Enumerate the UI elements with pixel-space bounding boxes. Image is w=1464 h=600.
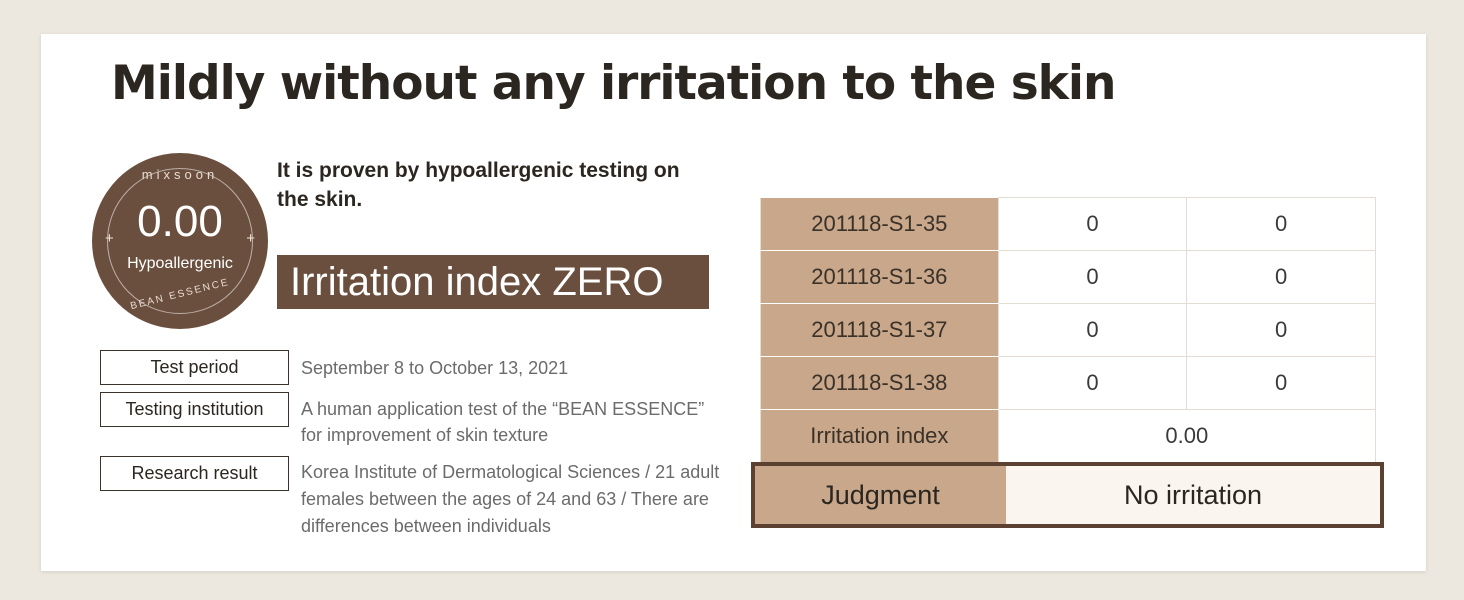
irritation-zero-banner: Irritation index ZERO [277,255,709,309]
table-row: 201118-S1-35 0 0 [760,197,1376,251]
result-cell: 0 [1186,197,1376,251]
result-cell: 0 [997,356,1188,410]
proven-text: It is proven by hypoallergenic testing o… [277,159,680,211]
sample-id: 201118-S1-37 [760,303,999,357]
result-cell: 0 [997,250,1188,304]
result-cell: 0 [997,197,1188,251]
info-label-testing-institution: Testing institution [100,392,289,427]
table-row: 201118-S1-37 0 0 [760,303,1376,357]
judgment-row: Judgment No irritation [751,462,1384,528]
table-row-irritation-index: Irritation index 0.00 [760,409,1377,463]
sample-id: 201118-S1-38 [760,356,999,410]
result-cell: 0 [997,303,1188,357]
info-text-test-period: September 8 to October 13, 2021 [301,358,569,378]
sample-id: 201118-S1-36 [760,250,999,304]
plus-icon: + [105,230,114,247]
info-text-research-result: Korea Institute of Dermatological Scienc… [301,462,720,536]
page-title: Mildly without any irritation to the ski… [111,56,1116,111]
irritation-index-label: Irritation index [760,409,999,463]
content-card: Mildly without any irritation to the ski… [41,34,1426,571]
badge-brand: mixsoon [141,167,219,182]
hypoallergenic-badge: mixsoon + + 0.00 Hypoallergenic BEAN ESS… [92,153,268,329]
irritation-index-value: 0.00 [997,409,1377,463]
judgment-value: No irritation [1006,466,1380,524]
badge-label: Hypoallergenic [127,255,233,272]
result-cell: 0 [1186,356,1376,410]
info-label-research-result: Research result [100,456,289,491]
plus-icon: + [246,230,255,247]
results-table: 201118-S1-35 0 0 201118-S1-36 0 0 201118… [760,197,1377,463]
info-label-test-period: Test period [100,350,289,385]
result-cell: 0 [1186,303,1376,357]
sample-id: 201118-S1-35 [760,197,999,251]
table-row: 201118-S1-36 0 0 [760,250,1376,304]
table-row: 201118-S1-38 0 0 [760,356,1376,410]
info-text-testing-institution: A human application test of the “BEAN ES… [301,399,705,445]
result-cell: 0 [1186,250,1376,304]
judgment-label: Judgment [755,466,1006,524]
badge-ring [107,168,253,314]
badge-value: 0.00 [137,197,223,246]
